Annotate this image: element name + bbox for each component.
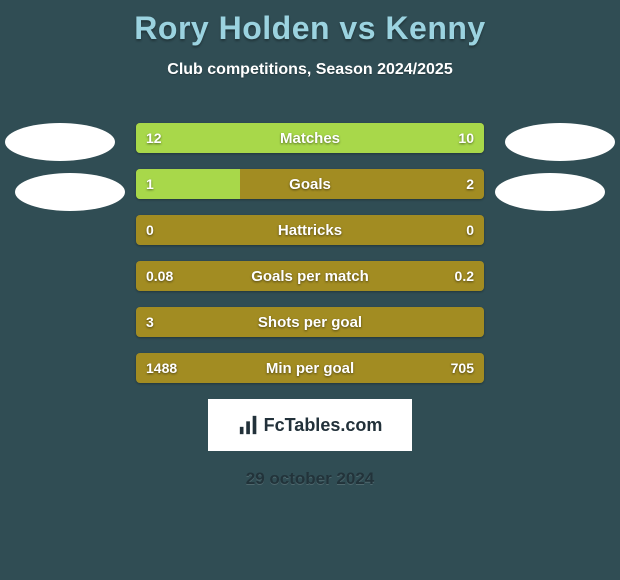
stat-value-left: 0: [146, 215, 154, 245]
stat-row: Hattricks0 0: [136, 215, 484, 245]
stat-value-left: 1488: [146, 353, 177, 383]
stat-row: Shots per goal3: [136, 307, 484, 337]
player-right-avatar-placeholder-1: [505, 123, 615, 161]
brand-text: FcTables.com: [264, 415, 383, 436]
brand-badge: FcTables.com: [208, 399, 412, 451]
stat-value-right: 2: [466, 169, 474, 199]
stat-value-right: 705: [451, 353, 474, 383]
stat-row: Goals1 2: [136, 169, 484, 199]
stat-label: Min per goal: [136, 353, 484, 383]
comparison-chart: Matches1210Goals12Hattricks00Goals per m…: [0, 123, 620, 383]
stat-value-left: 0.08: [146, 261, 173, 291]
player-left-avatar-placeholder-2: [15, 173, 125, 211]
stat-value-left: 1: [146, 169, 154, 199]
stat-label: Matches: [136, 123, 484, 153]
bar-chart-icon: [238, 414, 260, 436]
stat-value-left: 12: [146, 123, 162, 153]
stat-value-left: 3: [146, 307, 154, 337]
stat-row: Min per goal1488 705: [136, 353, 484, 383]
stat-value-right: 0.2: [455, 261, 474, 291]
stat-bars-container: Matches1210Goals12Hattricks00Goals per m…: [136, 123, 484, 383]
stat-label: Goals: [136, 169, 484, 199]
stat-label: Shots per goal: [136, 307, 484, 337]
stat-row: Matches12 10: [136, 123, 484, 153]
player-right-avatar-placeholder-2: [495, 173, 605, 211]
stat-label: Goals per match: [136, 261, 484, 291]
season-subtitle: Club competitions, Season 2024/2025: [0, 61, 620, 79]
page-title: Rory Holden vs Kenny: [0, 0, 620, 47]
player-left-avatar-placeholder-1: [5, 123, 115, 161]
stat-value-right: 0: [466, 215, 474, 245]
stat-label: Hattricks: [136, 215, 484, 245]
stat-value-right: 10: [458, 123, 474, 153]
date-footer: 29 october 2024: [0, 469, 620, 489]
stat-row: Goals per match0.08 0.2: [136, 261, 484, 291]
